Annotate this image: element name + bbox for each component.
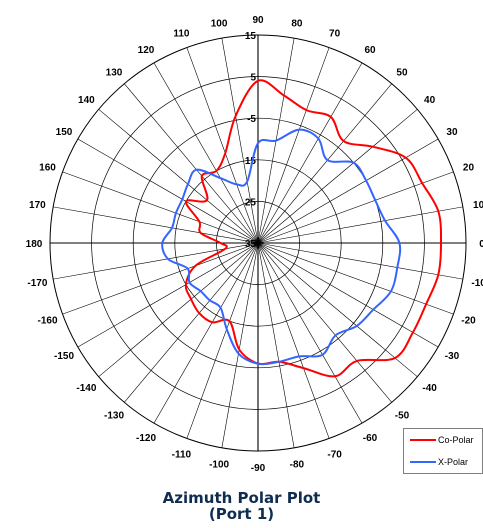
radial-label: 15 xyxy=(245,156,257,167)
angle-label: 110 xyxy=(173,29,190,40)
grid-spoke xyxy=(257,62,363,244)
angle-label: -20 xyxy=(461,316,476,327)
polar-grid xyxy=(49,34,467,452)
angle-label: 120 xyxy=(138,45,155,56)
radial-label: 25 xyxy=(245,197,257,208)
legend-label-x-polar: X-Polar xyxy=(438,457,469,467)
chart-subtitle: (Port 1) xyxy=(208,505,275,523)
grid-spoke xyxy=(257,242,295,448)
series-line-co-polar xyxy=(184,79,443,378)
grid-spoke xyxy=(153,62,259,244)
angle-label: -70 xyxy=(327,449,342,460)
angle-label: 50 xyxy=(396,67,408,78)
grid-spoke xyxy=(257,242,363,424)
angle-label: 70 xyxy=(329,29,341,40)
legend-item-x-polar: X-Polar xyxy=(410,455,468,469)
angle-label: -40 xyxy=(422,383,437,394)
angle-label: 40 xyxy=(424,95,436,106)
angle-label: 170 xyxy=(29,200,46,211)
angle-label: -140 xyxy=(76,383,96,394)
grid-spoke xyxy=(257,47,330,244)
legend: Co-Polar X-Polar xyxy=(403,428,483,474)
series-layer xyxy=(161,79,443,378)
grid-spoke xyxy=(53,206,259,244)
radial-labels: 15 5 -5 15 25 35 xyxy=(245,31,257,250)
angle-label: 140 xyxy=(78,95,95,106)
radial-label: 35 xyxy=(245,239,257,250)
angle-label: 150 xyxy=(56,127,73,138)
angle-labels: 9080706050403020100-10-20-30-40-50-60-70… xyxy=(26,15,483,474)
grid-spoke xyxy=(153,242,259,424)
angle-label: -130 xyxy=(104,411,124,422)
angle-label: -170 xyxy=(27,278,47,289)
angle-label: -80 xyxy=(290,460,305,471)
angle-label: -110 xyxy=(172,449,192,460)
grid-spoke xyxy=(257,242,418,377)
series-line-x-polar xyxy=(161,128,402,366)
grid-spoke xyxy=(257,242,454,315)
angle-label: -50 xyxy=(395,411,410,422)
center-dot xyxy=(255,240,261,246)
angle-label: 0 xyxy=(479,239,483,250)
angle-label: 10 xyxy=(473,200,483,211)
grid-spoke xyxy=(257,242,463,280)
grid-spoke xyxy=(77,242,259,348)
legend-item-co-polar: Co-Polar xyxy=(410,433,474,447)
angle-label: 20 xyxy=(463,162,475,173)
grid-spoke xyxy=(257,109,418,244)
legend-swatch-x-polar xyxy=(410,461,436,463)
grid-spoke xyxy=(62,242,259,315)
grid-spoke xyxy=(124,83,259,244)
radial-label: 5 xyxy=(250,73,256,84)
grid-spoke xyxy=(98,109,259,244)
angle-label: -160 xyxy=(38,316,58,327)
grid-spoke xyxy=(257,242,392,403)
radial-label: 15 xyxy=(245,31,257,42)
angle-label: 180 xyxy=(26,239,43,250)
grid-spoke xyxy=(62,171,259,244)
legend-swatch-co-polar xyxy=(410,439,436,441)
angle-label: 90 xyxy=(252,15,264,26)
angle-label: -10 xyxy=(471,278,483,289)
grid-spoke xyxy=(221,242,259,448)
grid-spoke xyxy=(257,138,439,244)
grid-spoke xyxy=(124,242,259,403)
angle-label: -90 xyxy=(251,463,266,474)
grid-spoke xyxy=(77,138,259,244)
angle-label: 60 xyxy=(364,45,376,56)
grid-spoke xyxy=(257,242,439,348)
grid-spoke xyxy=(98,242,259,377)
grid-spoke xyxy=(186,47,259,244)
angle-label: 100 xyxy=(211,18,228,29)
radial-label: -5 xyxy=(247,114,256,125)
grid-spoke xyxy=(257,242,330,439)
angle-label: -150 xyxy=(54,351,74,362)
angle-label: -120 xyxy=(136,433,156,444)
angle-label: -30 xyxy=(445,351,460,362)
grid-spoke xyxy=(257,83,392,244)
angle-label: -100 xyxy=(209,460,229,471)
angle-label: 160 xyxy=(39,162,56,173)
grid-spoke xyxy=(257,206,463,244)
chart-title: Azimuth Polar Plot xyxy=(162,489,321,507)
grid-spoke xyxy=(221,38,259,244)
angle-label: -60 xyxy=(363,433,378,444)
grid-spoke xyxy=(257,171,454,244)
legend-label-co-polar: Co-Polar xyxy=(438,435,474,445)
grid-spoke xyxy=(186,242,259,439)
angle-label: 80 xyxy=(291,18,303,29)
angle-label: 130 xyxy=(106,67,123,78)
angle-label: 30 xyxy=(446,127,458,138)
